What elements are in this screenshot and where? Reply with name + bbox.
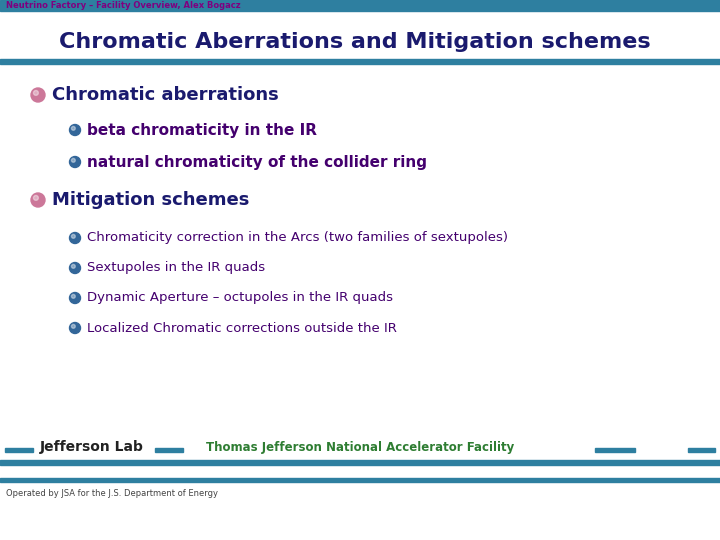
- Circle shape: [71, 234, 76, 238]
- Circle shape: [33, 90, 38, 96]
- Bar: [5, 448, 33, 452]
- Text: Operated by JSA for the J.S. Department of Energy: Operated by JSA for the J.S. Department …: [6, 489, 218, 498]
- Bar: [0, 0, 720, 11]
- Circle shape: [71, 265, 76, 268]
- Text: Jefferson Lab: Jefferson Lab: [40, 440, 144, 454]
- Circle shape: [71, 158, 76, 163]
- Text: beta chromaticity in the IR: beta chromaticity in the IR: [87, 123, 317, 138]
- Text: Thomas Jefferson National Accelerator Facility: Thomas Jefferson National Accelerator Fa…: [206, 441, 514, 454]
- Bar: [0, 59, 720, 64]
- Circle shape: [31, 88, 45, 102]
- Circle shape: [70, 125, 81, 136]
- Text: Chromaticity correction in the Arcs (two families of sextupoles): Chromaticity correction in the Arcs (two…: [87, 232, 508, 245]
- Text: Chromatic aberrations: Chromatic aberrations: [52, 86, 279, 104]
- Text: Chromatic Aberrations and Mitigation schemes: Chromatic Aberrations and Mitigation sch…: [59, 32, 651, 52]
- Circle shape: [33, 195, 38, 200]
- Circle shape: [71, 126, 76, 130]
- Bar: [595, 448, 635, 452]
- Circle shape: [70, 293, 81, 303]
- Text: Sextupoles in the IR quads: Sextupoles in the IR quads: [87, 261, 265, 274]
- Bar: [0, 460, 720, 465]
- Bar: [688, 448, 715, 452]
- Circle shape: [70, 322, 81, 334]
- Text: Neutrino Factory – Facility Overview, Alex Bogacz: Neutrino Factory – Facility Overview, Al…: [6, 2, 240, 10]
- Circle shape: [70, 157, 81, 167]
- Circle shape: [31, 193, 45, 207]
- Text: Localized Chromatic corrections outside the IR: Localized Chromatic corrections outside …: [87, 321, 397, 334]
- Text: Dynamic Aperture – octupoles in the IR quads: Dynamic Aperture – octupoles in the IR q…: [87, 292, 393, 305]
- Text: natural chromaticity of the collider ring: natural chromaticity of the collider rin…: [87, 154, 427, 170]
- Text: Mitigation schemes: Mitigation schemes: [52, 191, 249, 209]
- Circle shape: [70, 262, 81, 273]
- Circle shape: [70, 233, 81, 244]
- Circle shape: [71, 294, 76, 298]
- Bar: [155, 448, 183, 452]
- Bar: [0, 478, 720, 482]
- Circle shape: [71, 325, 76, 328]
